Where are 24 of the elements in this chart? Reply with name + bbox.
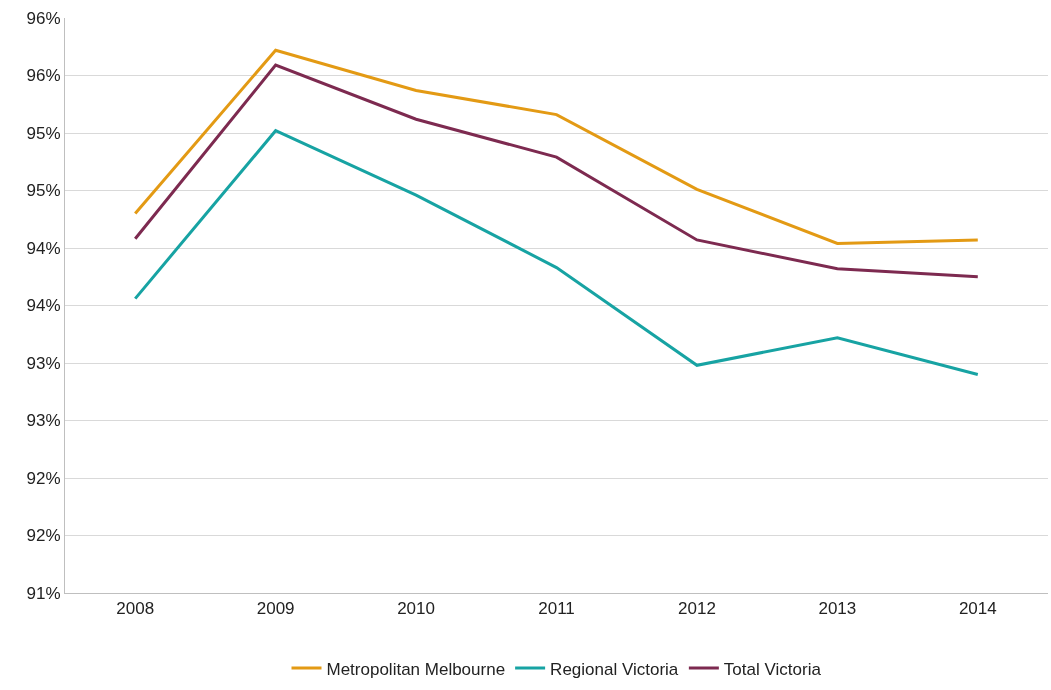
y-tick-label: 96% (26, 66, 61, 86)
y-tick-label: 95% (26, 181, 61, 201)
legend-label: Metropolitan Melbourne (326, 659, 506, 679)
x-tick-label: 2008 (116, 599, 155, 619)
y-tick-label: 93% (26, 411, 61, 431)
x-tick-label: 2010 (397, 599, 435, 619)
y-tick-label: 92% (26, 526, 61, 546)
y-tick-label: 94% (26, 296, 61, 316)
x-tick-label: 2011 (538, 599, 575, 619)
line-series (133, 129, 980, 376)
line-series (133, 63, 980, 279)
y-tick-label: 96% (26, 8, 61, 28)
x-tick-label: 2012 (678, 599, 716, 619)
legend-label: Total Victoria (723, 659, 822, 679)
line-series (133, 48, 980, 245)
x-tick-label: 2009 (256, 599, 295, 619)
y-tick-label: 93% (26, 353, 61, 373)
y-tick-label: 92% (26, 468, 61, 488)
x-tick-label: 2013 (818, 599, 857, 619)
y-tick-label: 95% (26, 123, 61, 143)
legend-label: Regional Victoria (550, 659, 679, 679)
y-tick-label: 94% (26, 238, 61, 258)
y-tick-label: 91% (26, 583, 61, 603)
x-tick-label: 2014 (958, 599, 997, 619)
